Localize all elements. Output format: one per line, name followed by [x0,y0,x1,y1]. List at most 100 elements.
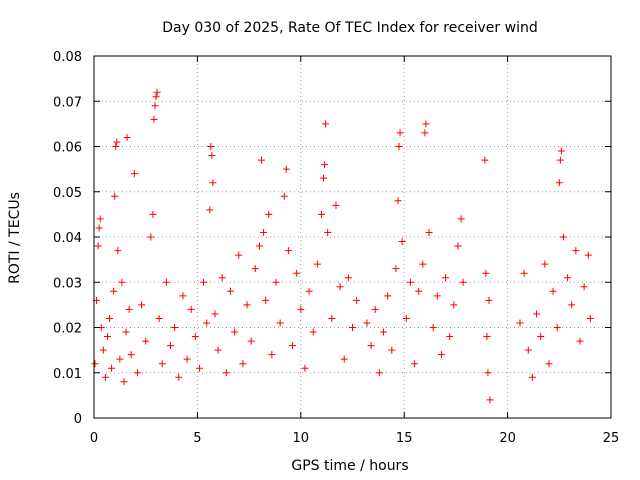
data-point [555,179,563,187]
data-point [153,88,161,96]
data-point [545,360,553,368]
data-point [187,305,195,313]
data-point [111,192,119,200]
data-point [322,120,330,128]
data-point [559,233,567,241]
data-point [541,260,549,268]
data-point [485,296,493,304]
data-point [406,278,414,286]
data-point [425,228,433,236]
data-point [557,147,565,155]
x-tick-label: 0 [90,431,98,446]
data-point [484,369,492,377]
data-point [584,251,592,259]
data-point [183,355,191,363]
y-tick-label: 0.04 [53,231,82,246]
data-point [142,337,150,345]
data-point [336,283,344,291]
data-point [328,314,336,322]
data-point [123,133,131,141]
data-point [231,328,239,336]
data-point [371,305,379,313]
data-point [150,115,158,123]
x-tick-label: 5 [193,431,201,446]
data-point [528,373,536,381]
data-point [268,351,276,359]
data-point [429,324,437,331]
data-point [108,364,116,372]
data-point [516,319,524,327]
data-point [113,138,121,146]
y-axis-label: ROTI / TECUs [7,192,23,284]
data-point [321,161,329,169]
data-point [580,283,588,291]
data-point [568,301,576,309]
y-tick-label: 0.02 [53,322,82,337]
data-point [384,292,392,300]
data-point [576,337,584,345]
data-point [158,360,166,368]
data-point [402,314,410,322]
y-tick-label: 0.03 [53,276,82,291]
data-point [235,251,243,259]
data-point [125,305,133,313]
x-tick-label: 25 [603,431,620,446]
data-point [398,238,406,246]
data-point [226,287,234,295]
y-tick-label: 0.01 [53,367,82,382]
data-point [110,287,118,295]
data-point [297,305,305,313]
data-point [457,215,465,223]
data-point [549,287,557,295]
data-point [317,210,325,218]
y-tick-label: 0.08 [53,50,82,65]
data-point [586,314,594,322]
plot-frame [93,55,612,419]
data-point [195,364,203,372]
data-point [152,93,160,101]
data-point [332,201,340,209]
data-point [324,228,332,236]
data-point [353,296,361,304]
data-point [239,360,247,368]
data-point [422,120,430,128]
x-tick-label: 15 [396,431,413,446]
data-point [481,156,489,164]
data-point [284,247,292,255]
data-point [380,328,388,336]
data-point [151,102,159,110]
data-point [171,324,179,331]
data-point [349,324,356,331]
data-point [114,247,122,255]
data-point [258,156,266,164]
data-point [260,228,268,236]
y-tick-label: 0 [74,412,82,427]
y-tick-label: 0.05 [53,186,82,201]
data-point [411,360,419,368]
data-point [446,333,454,341]
data-point [537,333,545,341]
data-point [207,143,215,150]
data-point [450,301,458,309]
data-point [130,170,138,178]
data-point [262,296,270,304]
data-point [556,156,564,164]
grid [94,56,611,418]
axis-ticks: 0 5 10 15 20 25 0 0.01 0.02 0.03 0.04 0.05 0.06 0.07 0… [53,50,619,446]
data-point [363,319,371,327]
data-point [276,319,284,327]
data-point [255,242,263,250]
data-point [459,278,467,286]
data-point [191,333,199,341]
data-point [433,292,441,300]
data-point [524,346,532,354]
data-point [133,369,141,377]
data-point [103,333,111,341]
data-point [289,342,297,350]
data-point [533,310,541,318]
data-point [415,287,423,295]
data-point [309,328,317,336]
data-point [395,143,403,150]
data-point [293,269,301,277]
